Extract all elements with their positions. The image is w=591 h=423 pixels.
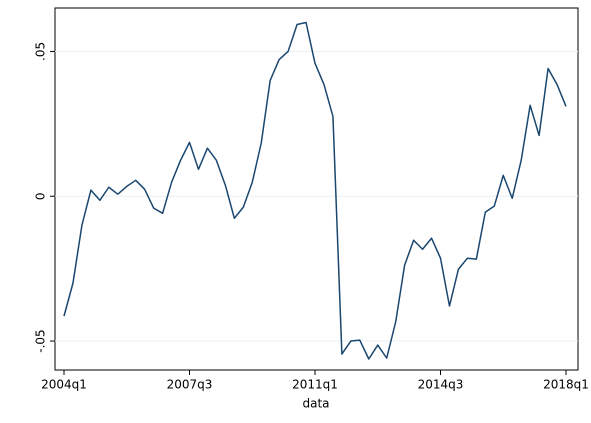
data-line — [63, 21, 567, 360]
x-tick-label: 2007q3 — [167, 378, 213, 392]
x-tick-label: 2011q1 — [292, 378, 338, 392]
x-tick-label: 2004q1 — [41, 378, 87, 392]
x-axis-label: data — [302, 397, 329, 411]
y-tick-label: .05 — [34, 42, 48, 61]
x-tick-label: 2018q1 — [543, 378, 589, 392]
y-tick-label: 0 — [34, 192, 48, 200]
y-tick-label: -.05 — [34, 329, 48, 352]
x-tick-label: 2014q3 — [418, 378, 464, 392]
